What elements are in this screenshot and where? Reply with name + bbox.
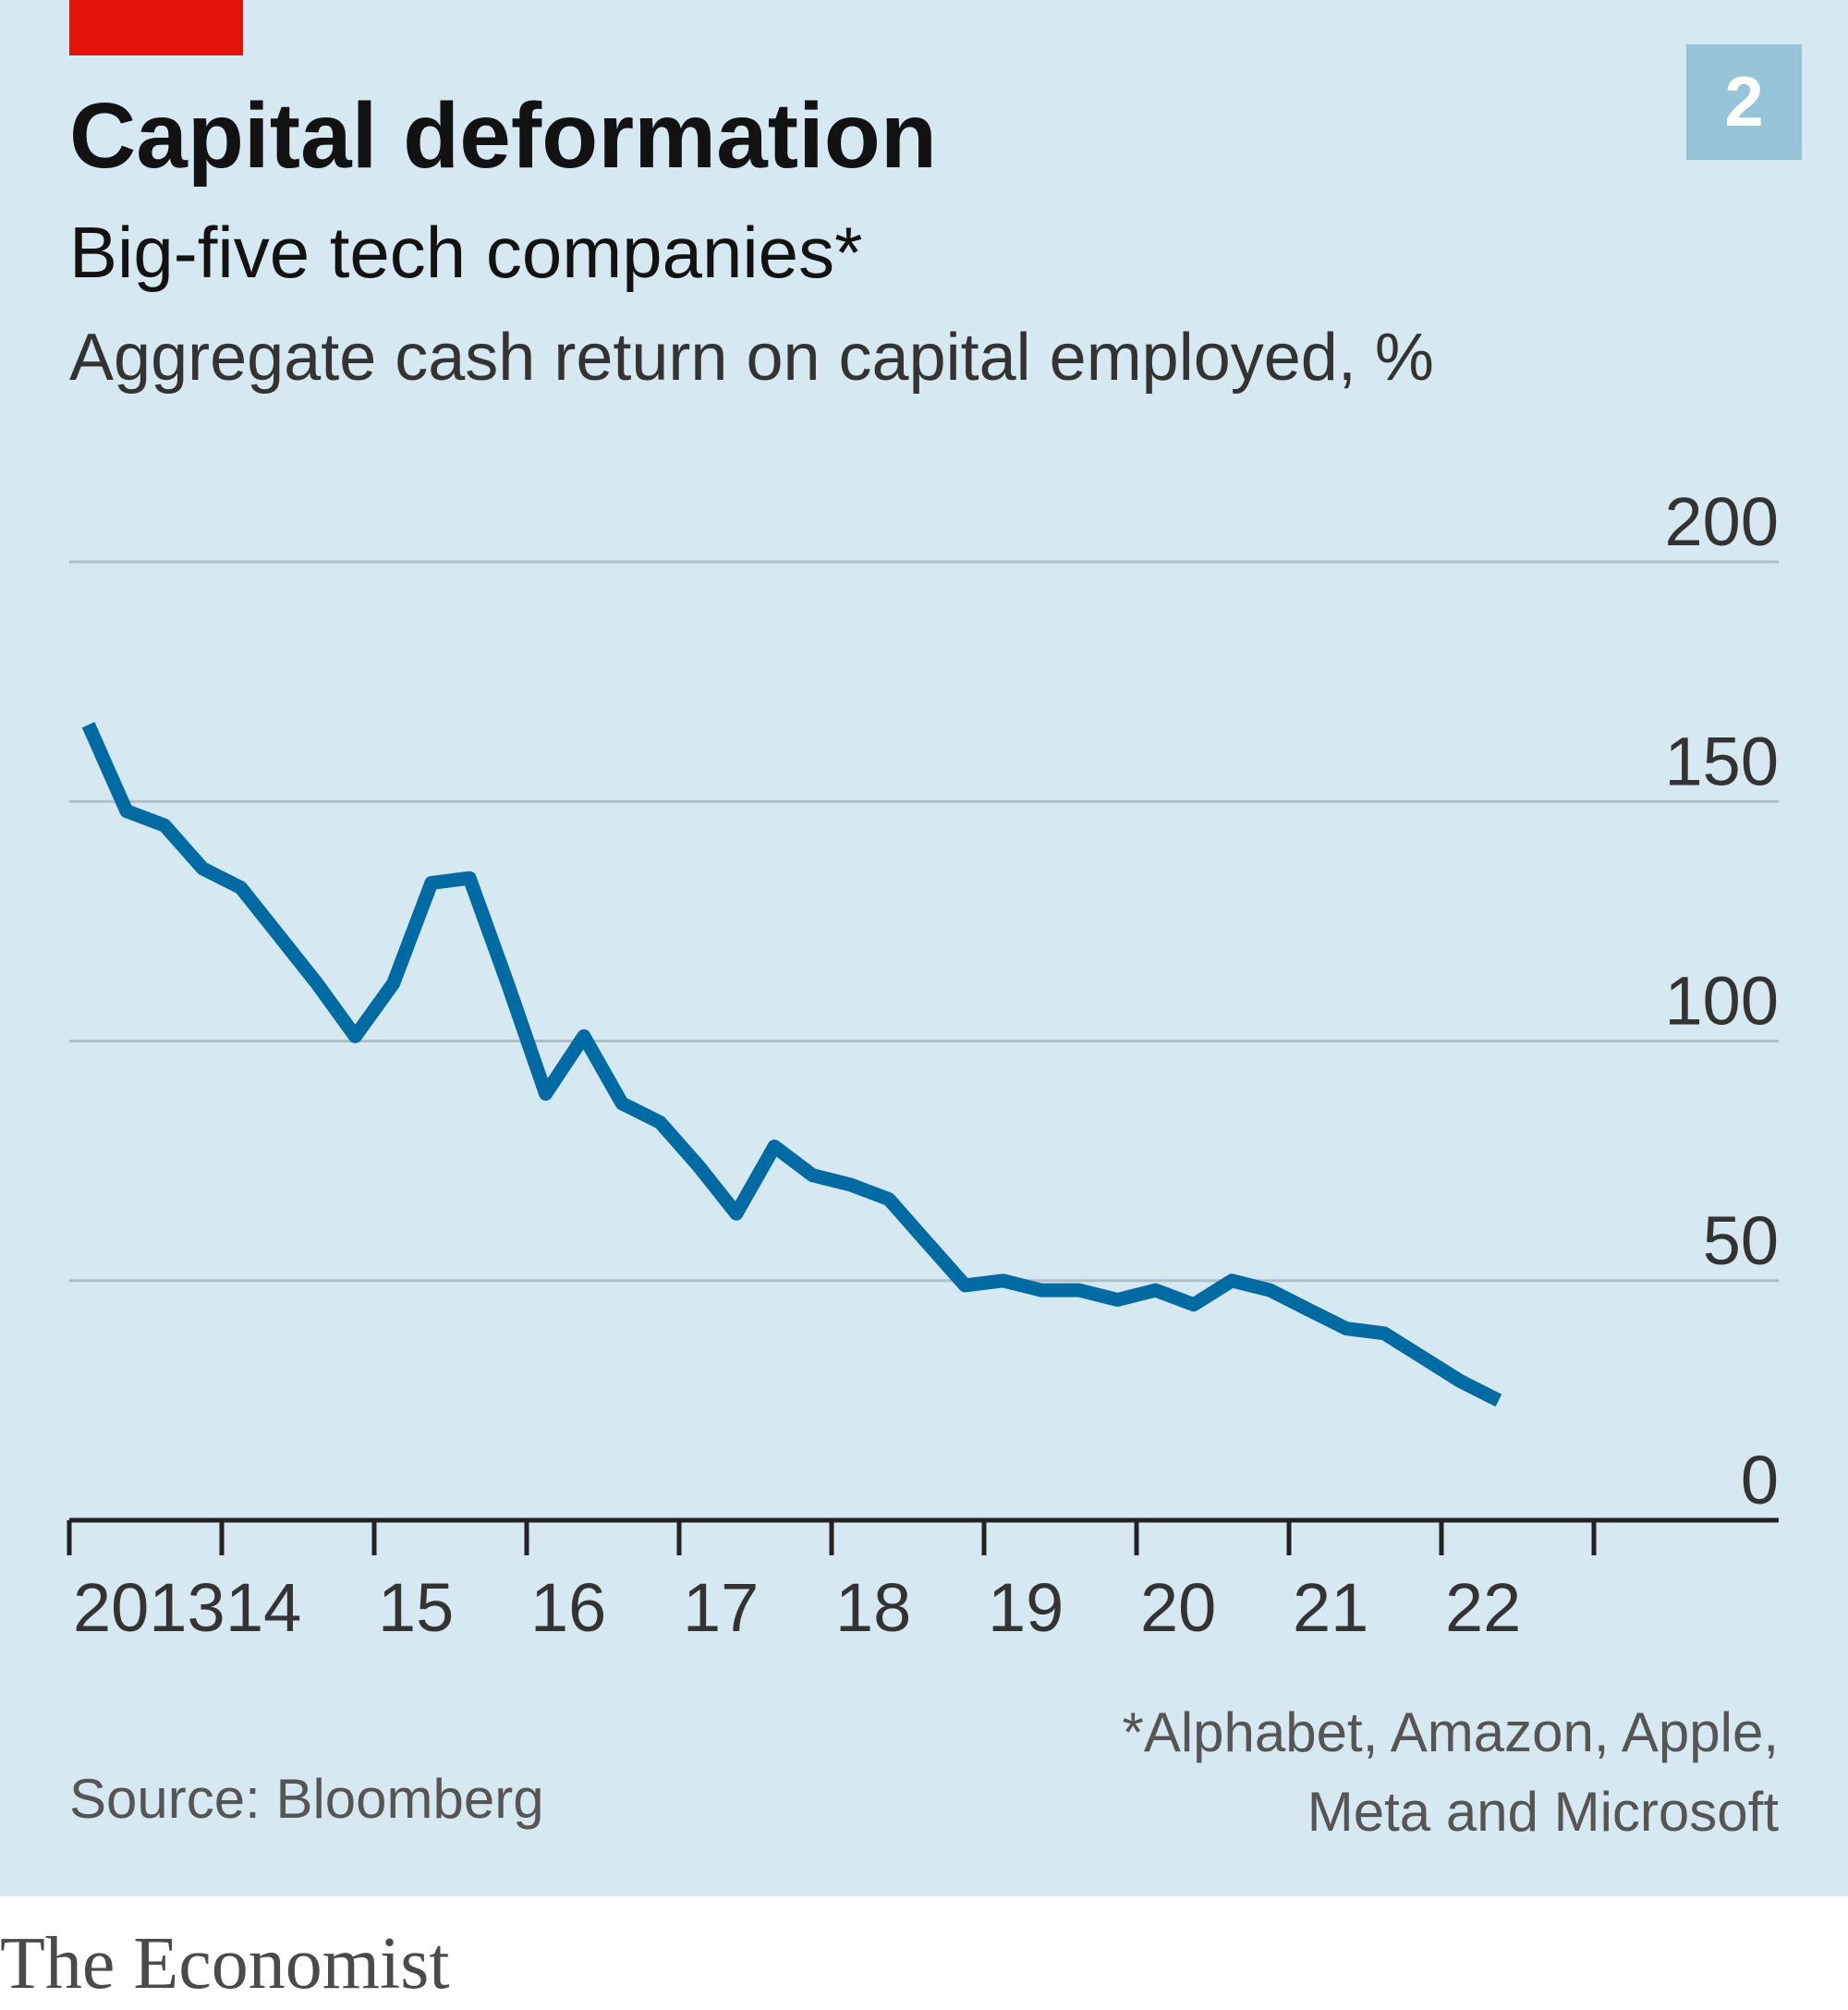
source-note: Source: Bloomberg [69, 1768, 544, 1830]
y-tick-label-100: 100 [1665, 963, 1779, 1040]
chart-panel [0, 0, 1848, 1896]
y-tick-label-50: 50 [1703, 1202, 1779, 1279]
x-tick-label-22: 22 [1445, 1569, 1521, 1646]
line-chart: 0 50 100 150 200 2013 14 15 16 17 18 19 20 21 22 [67, 483, 1779, 1646]
economist-logo-text: The Economist [0, 1923, 450, 2004]
chart-title: Capital deformation [69, 84, 937, 188]
x-tick-label-2013: 2013 [73, 1569, 225, 1646]
x-tick-label-20: 20 [1140, 1569, 1216, 1646]
gridlines [69, 560, 1779, 1283]
x-axis [67, 1517, 1779, 1555]
x-tick-label-16: 16 [530, 1569, 606, 1646]
y-tick-label-0: 0 [1741, 1442, 1779, 1518]
x-tick-label-14: 14 [225, 1569, 301, 1646]
footnote-line-1: *Alphabet, Amazon, Apple, [1122, 1701, 1779, 1763]
series-line-0 [81, 722, 1502, 1407]
x-tick-label-21: 21 [1293, 1569, 1368, 1646]
red-tag-marker [69, 0, 243, 55]
chart-number-badge: 2 [1686, 44, 1802, 160]
x-tick-labels: 2013 14 15 16 17 18 19 20 21 22 [73, 1569, 1521, 1646]
chart-subtitle: Big-five tech companies* [69, 212, 863, 293]
x-tick-label-17: 17 [683, 1569, 759, 1646]
y-tick-labels: 0 50 100 150 200 [1665, 483, 1779, 1518]
x-tick-label-15: 15 [378, 1569, 454, 1646]
y-axis-unit-label: Aggregate cash return on capital employe… [69, 321, 1434, 395]
footnote: *Alphabet, Amazon, Apple, Meta and Micro… [1122, 1693, 1779, 1852]
x-tick-label-19: 19 [988, 1569, 1064, 1646]
footnote-line-2: Meta and Microsoft [1307, 1781, 1779, 1843]
series-line-layer [81, 722, 1502, 1407]
x-tick-label-18: 18 [835, 1569, 911, 1646]
y-tick-label-150: 150 [1665, 723, 1779, 799]
y-tick-label-200: 200 [1665, 483, 1779, 560]
